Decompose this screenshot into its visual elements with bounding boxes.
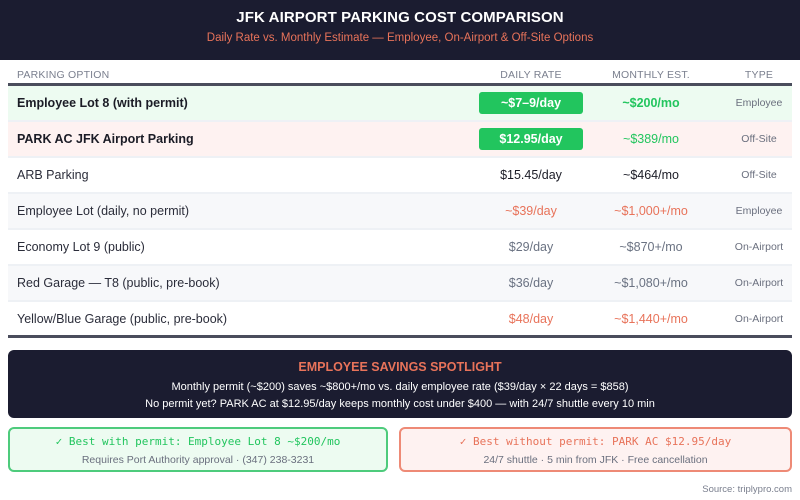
parking-option-name: Employee Lot 8 (with permit) xyxy=(17,96,188,110)
column-header-parking-option: PARKING OPTION xyxy=(17,69,110,81)
table-row: Employee Lot (daily, no permit) ~$39/day… xyxy=(8,194,792,230)
parking-type: On-Airport xyxy=(734,277,784,289)
parking-type: Employee xyxy=(735,97,783,109)
best-without-permit-title: ✓ Best without permit: PARK AC $12.95/da… xyxy=(459,435,732,448)
daily-rate: $15.45/day xyxy=(500,168,562,182)
best-with-permit-title: ✓ Best with permit: Employee Lot 8 ~$200… xyxy=(55,435,341,448)
best-without-permit-card: ✓ Best without permit: PARK AC $12.95/da… xyxy=(399,427,792,472)
best-with-permit-details: Requires Port Authority approval · (347)… xyxy=(81,454,315,466)
table-row: Red Garage — T8 (public, pre-book) $36/d… xyxy=(8,266,792,302)
parking-type: Employee xyxy=(735,205,783,217)
table-row: PARK AC JFK Airport Parking $12.95/day ~… xyxy=(8,122,792,158)
table-row: ARB Parking $15.45/day ~$464/mo Off-Site xyxy=(8,158,792,194)
parking-option-name: Yellow/Blue Garage (public, pre-book) xyxy=(17,312,228,326)
parking-type: On-Airport xyxy=(734,241,784,253)
best-with-permit-card: ✓ Best with permit: Employee Lot 8 ~$200… xyxy=(8,427,388,472)
table-row: Economy Lot 9 (public) $29/day ~$870+/mo… xyxy=(8,230,792,266)
parking-option-name: ARB Parking xyxy=(17,168,89,182)
header-banner: JFK AIRPORT PARKING COST COMPARISON Dail… xyxy=(0,0,800,60)
monthly-estimate: ~$1,440+/mo xyxy=(614,312,688,326)
parking-option-name: Red Garage — T8 (public, pre-book) xyxy=(17,276,220,290)
daily-rate-badge: ~$7–9/day xyxy=(479,92,583,114)
table-header: PARKING OPTION DAILY RATE MONTHLY EST. T… xyxy=(8,66,792,86)
daily-rate: $48/day xyxy=(508,312,554,326)
source-credit: Source: triplypro.com xyxy=(702,484,792,495)
best-without-permit-details: 24/7 shuttle · 5 min from JFK · Free can… xyxy=(483,454,708,466)
monthly-estimate: ~$464/mo xyxy=(623,168,679,182)
parking-type: Off-Site xyxy=(741,133,777,145)
daily-rate: ~$39/day xyxy=(505,204,557,218)
table-row: Employee Lot 8 (with permit) ~$7–9/day ~… xyxy=(8,86,792,122)
column-header-type: TYPE xyxy=(744,69,774,81)
daily-rate: $36/day xyxy=(508,276,554,290)
monthly-estimate: ~$1,080+/mo xyxy=(614,276,688,290)
column-header-daily-rate: DAILY RATE xyxy=(500,69,562,81)
daily-rate-badge: $12.95/day xyxy=(479,128,583,150)
page-title: JFK AIRPORT PARKING COST COMPARISON xyxy=(236,9,564,26)
parking-option-name: PARK AC JFK Airport Parking xyxy=(17,132,194,146)
table-row: Yellow/Blue Garage (public, pre-book) $4… xyxy=(8,302,792,338)
monthly-estimate: ~$870+/mo xyxy=(619,240,683,254)
parking-type: Off-Site xyxy=(741,169,777,181)
employee-savings-spotlight: EMPLOYEE SAVINGS SPOTLIGHT Monthly permi… xyxy=(8,350,792,418)
daily-rate-cell: $12.95/day xyxy=(466,122,596,156)
parking-option-name: Employee Lot (daily, no permit) xyxy=(17,204,190,218)
monthly-estimate: ~$200/mo xyxy=(622,96,680,110)
page-subtitle: Daily Rate vs. Monthly Estimate — Employ… xyxy=(206,32,594,44)
spotlight-line-1: Monthly permit (~$200) saves ~$800+/mo v… xyxy=(171,381,629,393)
column-header-monthly-est: MONTHLY EST. xyxy=(612,69,690,81)
parking-comparison-table: PARKING OPTION DAILY RATE MONTHLY EST. T… xyxy=(8,66,792,338)
daily-rate-cell: ~$7–9/day xyxy=(466,86,596,120)
parking-option-name: Economy Lot 9 (public) xyxy=(17,240,145,254)
spotlight-title: EMPLOYEE SAVINGS SPOTLIGHT xyxy=(298,360,502,374)
monthly-estimate: ~$1,000+/mo xyxy=(614,204,688,218)
monthly-estimate: ~$389/mo xyxy=(623,132,679,146)
parking-type: On-Airport xyxy=(734,313,784,325)
spotlight-line-2: No permit yet? PARK AC at $12.95/day kee… xyxy=(145,398,655,410)
daily-rate: $29/day xyxy=(508,240,554,254)
